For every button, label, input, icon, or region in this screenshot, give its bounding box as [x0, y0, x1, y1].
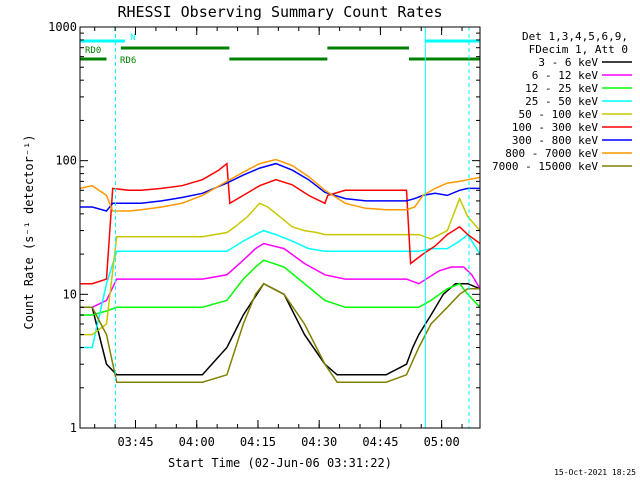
- legend-header: FDecim 1, Att 0: [529, 43, 628, 56]
- y-tick-label: 100: [55, 154, 77, 168]
- x-tick-label: 04:45: [362, 435, 398, 449]
- series-line: [80, 242, 481, 309]
- legend-header: Det 1,3,4,5,6,9,: [522, 30, 628, 43]
- series-line: [80, 282, 480, 383]
- legend-entry-label: 3 - 6 keV: [538, 56, 598, 69]
- flag-label: RD0: [85, 46, 101, 56]
- legend-entry-label: 25 - 50 keV: [525, 95, 598, 108]
- x-tick-label: 05:00: [424, 435, 460, 449]
- legend-entry-label: 100 - 300 keV: [512, 121, 598, 134]
- series-line: [79, 158, 481, 212]
- y-axis-label: Count Rate (s⁻¹ detector⁻¹): [22, 134, 36, 329]
- x-tick-label: 04:00: [179, 435, 215, 449]
- legend: Det 1,3,4,5,6,9,FDecim 1, Att 03 - 6 keV…: [492, 30, 632, 173]
- series-line: [80, 229, 481, 349]
- y-tick-label: 10: [63, 287, 77, 301]
- x-tick-label: 04:30: [301, 435, 337, 449]
- markers-layer: [115, 27, 470, 428]
- chart-title: RHESSI Observing Summary Count Rates: [117, 3, 442, 21]
- legend-entry-label: 300 - 800 keV: [512, 134, 598, 147]
- plot-frame: [79, 26, 481, 429]
- series-line: [80, 259, 481, 316]
- series-line: [80, 162, 480, 212]
- axes-layer: 03:45 04:00 04:15 04:30 04:45 05:00 1 10 100 1000: [48, 20, 480, 449]
- series-layer: [79, 158, 481, 383]
- legend-entry-label: 800 - 7000 keV: [505, 147, 598, 160]
- legend-entry-label: 12 - 25 keV: [525, 82, 598, 95]
- legend-entry-label: 50 - 100 keV: [519, 108, 599, 121]
- series-line: [80, 282, 481, 376]
- flag-label: RD6: [120, 56, 136, 66]
- legend-entry-label: 6 - 12 keV: [532, 69, 599, 82]
- flags-layer: N RD0 RD6: [80, 33, 480, 66]
- x-tick-label: 04:15: [240, 435, 276, 449]
- flag-label: N: [130, 33, 135, 43]
- y-tick-label: 1: [70, 421, 77, 435]
- x-tick-label: 03:45: [117, 435, 153, 449]
- y-tick-label: 1000: [48, 20, 77, 34]
- legend-entry-label: 7000 - 15000 keV: [492, 160, 598, 173]
- footer-date: 15-Oct-2021 18:25: [554, 468, 636, 477]
- x-axis-label: Start Time (02-Jun-06 03:31:22): [168, 456, 392, 470]
